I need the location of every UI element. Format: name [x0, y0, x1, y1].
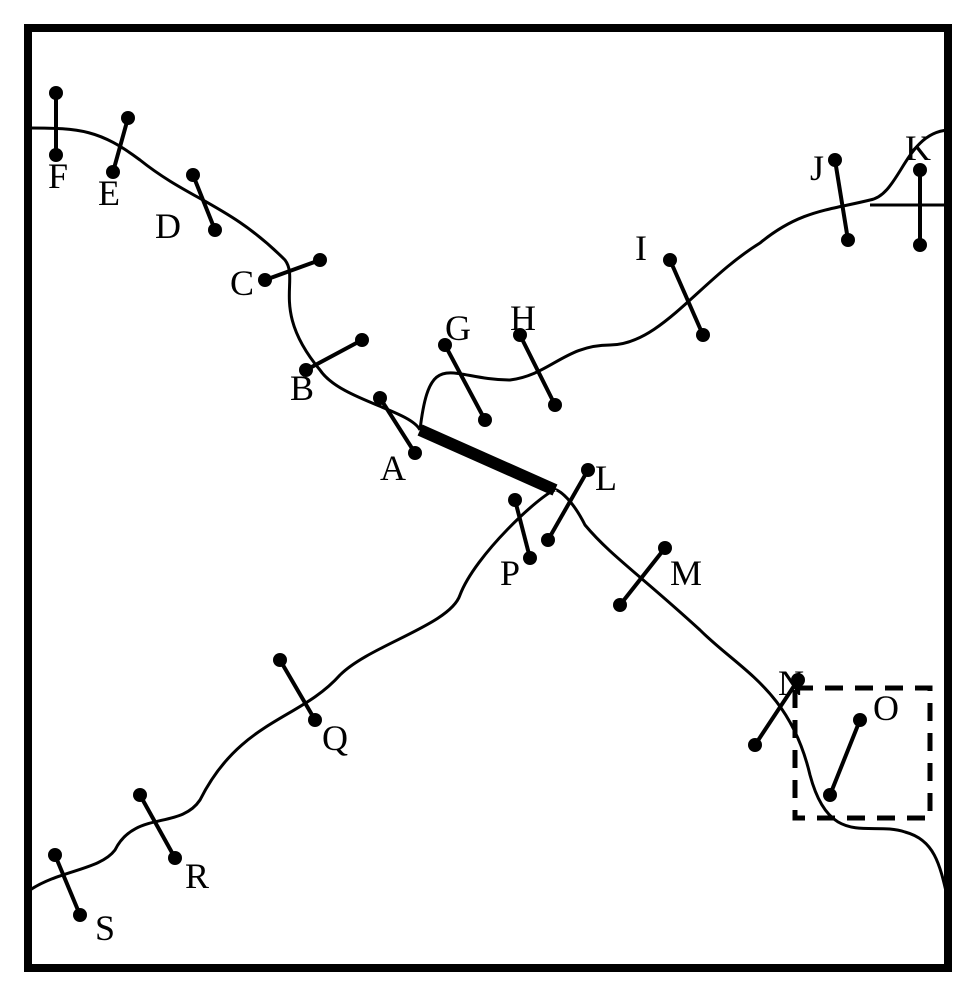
node-dot-Q [273, 653, 287, 667]
node-label-F: F [48, 156, 68, 196]
node-label-L: L [595, 458, 617, 498]
node-label-M: M [670, 553, 702, 593]
node-dot-S [48, 848, 62, 862]
node-label-G: G [445, 308, 471, 348]
node-dot-D [186, 168, 200, 182]
node-dot-A [408, 446, 422, 460]
node-dot-D [208, 223, 222, 237]
node-label-R: R [185, 856, 209, 896]
node-dot-A [373, 391, 387, 405]
node-dot-H [548, 398, 562, 412]
node-dot-I [663, 253, 677, 267]
node-dot-O [853, 713, 867, 727]
node-dot-S [73, 908, 87, 922]
node-dot-R [133, 788, 147, 802]
node-dot-R [168, 851, 182, 865]
node-label-I: I [635, 228, 647, 268]
node-dot-L [541, 533, 555, 547]
node-dot-C [313, 253, 327, 267]
node-label-D: D [155, 206, 181, 246]
node-label-P: P [500, 553, 520, 593]
node-dot-F [49, 86, 63, 100]
node-dot-P [523, 551, 537, 565]
node-label-J: J [810, 148, 824, 188]
node-dot-J [828, 153, 842, 167]
node-dot-J [841, 233, 855, 247]
node-label-H: H [510, 298, 536, 338]
node-label-A: A [380, 448, 406, 488]
node-label-O: O [873, 688, 899, 728]
node-label-B: B [290, 368, 314, 408]
node-dot-N [748, 738, 762, 752]
node-dot-P [508, 493, 522, 507]
node-dot-L [581, 463, 595, 477]
node-label-N: N [778, 663, 804, 703]
node-dot-E [121, 111, 135, 125]
node-dot-B [355, 333, 369, 347]
node-label-C: C [230, 263, 254, 303]
network-diagram: A B C DEF GH I J K L M N O P Q R S [0, 0, 975, 1000]
node-dot-Q [308, 713, 322, 727]
node-label-E: E [98, 173, 120, 213]
node-dot-I [696, 328, 710, 342]
node-dot-M [613, 598, 627, 612]
node-dot-O [823, 788, 837, 802]
node-dot-K [913, 238, 927, 252]
node-label-S: S [95, 908, 115, 948]
node-label-K: K [905, 128, 931, 168]
node-dot-C [258, 273, 272, 287]
node-dot-G [478, 413, 492, 427]
node-label-Q: Q [322, 718, 348, 758]
